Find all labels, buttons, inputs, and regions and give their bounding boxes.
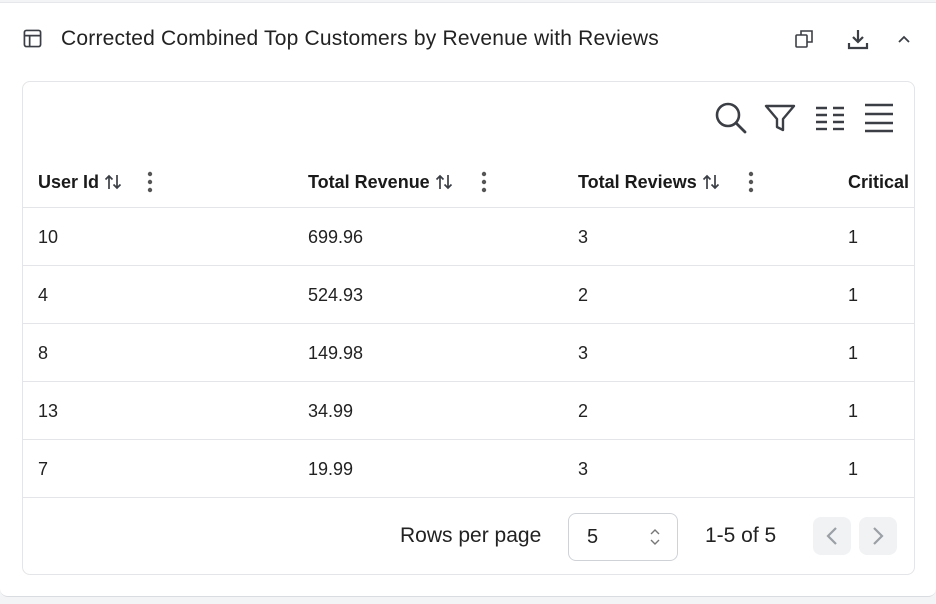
column-header-label: Total Revenue	[308, 171, 430, 192]
rows-per-page-select[interactable]: 5	[568, 513, 678, 561]
cell-critical: 1	[848, 226, 859, 247]
filter-icon	[764, 104, 796, 132]
chevron-up-down-icon	[650, 529, 660, 545]
cell-critical: 1	[848, 342, 859, 363]
column-header-user-id[interactable]: User Id	[38, 156, 123, 208]
grid-toolbar	[23, 82, 914, 156]
cell-total-reviews: 3	[578, 342, 589, 363]
density-icon	[865, 103, 893, 133]
rows-per-page-label: Rows per page	[400, 524, 542, 547]
table-row[interactable]: 4 524.93 2 1	[23, 266, 914, 324]
sort-icon	[104, 174, 122, 190]
copy-icon	[795, 30, 813, 48]
cell-total-revenue: 524.93	[308, 284, 364, 305]
cell-total-reviews: 3	[578, 458, 589, 479]
cell-critical: 1	[848, 284, 859, 305]
column-menu-total-revenue[interactable]	[481, 156, 487, 208]
table-row[interactable]: 10 699.96 3 1	[23, 208, 914, 266]
chevron-up-icon	[898, 35, 910, 43]
download-icon	[847, 30, 869, 50]
chevron-left-icon	[826, 527, 837, 545]
previous-page-button[interactable]	[813, 517, 851, 555]
data-grid: User Id Total Revenue	[22, 81, 915, 575]
search-button[interactable]	[711, 98, 751, 138]
sort-icon	[435, 174, 452, 190]
columns-button[interactable]	[810, 98, 850, 138]
column-header-critical[interactable]: Critical	[848, 156, 909, 208]
table-row[interactable]: 13 34.99 2 1	[23, 382, 914, 440]
more-vertical-icon	[748, 171, 754, 193]
card-title: Corrected Combined Top Customers by Reve…	[61, 27, 659, 50]
search-icon	[715, 102, 747, 134]
cell-total-reviews: 2	[578, 284, 589, 305]
column-header-total-reviews[interactable]: Total Reviews	[578, 156, 721, 208]
card-header: Corrected Combined Top Customers by Reve…	[0, 3, 936, 75]
cell-total-reviews: 2	[578, 400, 589, 421]
sort-icon	[702, 174, 719, 190]
download-button[interactable]	[844, 25, 872, 53]
more-vertical-icon	[481, 171, 487, 193]
column-header-label: Critical	[848, 171, 910, 192]
cell-total-reviews: 3	[578, 226, 589, 247]
filter-button[interactable]	[760, 98, 800, 138]
cell-critical: 1	[848, 400, 859, 421]
cell-user-id: 7	[38, 458, 49, 479]
copy-button[interactable]	[790, 25, 818, 53]
column-header-label: Total Reviews	[578, 171, 697, 192]
cell-critical: 1	[848, 458, 859, 479]
pagination-footer: Rows per page 5 1-5 of 5	[23, 498, 914, 574]
table-row[interactable]: 8 149.98 3 1	[23, 324, 914, 382]
cell-user-id: 10	[38, 226, 59, 247]
columns-icon	[816, 106, 844, 131]
cell-user-id: 13	[38, 400, 59, 421]
column-header-total-revenue[interactable]: Total Revenue	[308, 156, 454, 208]
density-button[interactable]	[859, 98, 899, 138]
table-icon	[23, 29, 42, 48]
cell-total-revenue: 19.99	[308, 458, 354, 479]
cell-user-id: 4	[38, 284, 49, 305]
chevron-right-icon	[873, 527, 884, 545]
column-menu-user-id[interactable]	[147, 156, 153, 208]
rows-per-page-value: 5	[587, 525, 599, 548]
next-page-button[interactable]	[859, 517, 897, 555]
cell-total-revenue: 699.96	[308, 226, 364, 247]
cell-total-revenue: 34.99	[308, 400, 354, 421]
cell-user-id: 8	[38, 342, 49, 363]
more-vertical-icon	[147, 171, 153, 193]
collapse-button[interactable]	[890, 25, 918, 53]
cell-total-revenue: 149.98	[308, 342, 364, 363]
table-header: User Id Total Revenue	[23, 156, 914, 208]
column-menu-total-reviews[interactable]	[748, 156, 754, 208]
column-header-label: User Id	[38, 171, 100, 192]
table-row[interactable]: 7 19.99 3 1	[23, 440, 914, 498]
pagination-range: 1-5 of 5	[705, 524, 777, 547]
